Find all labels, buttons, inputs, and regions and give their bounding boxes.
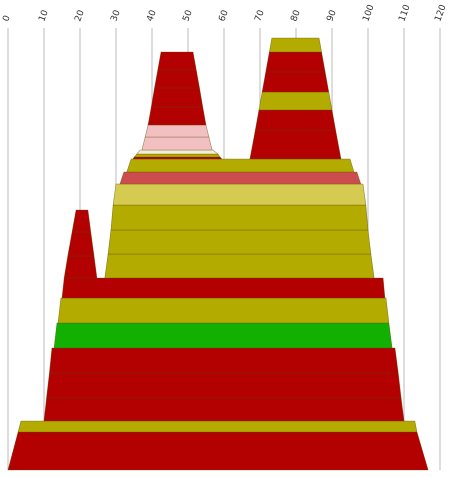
band (53, 322, 393, 349)
x-tick-label: 60 (217, 9, 230, 23)
band (57, 297, 390, 324)
band (43, 397, 405, 422)
x-tick-label: 20 (73, 9, 86, 23)
band (261, 71, 330, 93)
band (7, 431, 429, 471)
band (110, 204, 369, 231)
x-tick-label: 90 (325, 9, 338, 23)
band (107, 229, 372, 255)
band (67, 231, 95, 257)
band (126, 158, 355, 173)
x-tick-label: 80 (289, 9, 302, 23)
band (269, 37, 322, 53)
band (265, 51, 326, 73)
band (112, 183, 367, 206)
x-tick-label: 110 (397, 3, 412, 23)
band (136, 149, 219, 155)
band (71, 209, 92, 233)
band (150, 87, 204, 108)
x-tick-label: 120 (433, 3, 448, 23)
band (119, 171, 362, 185)
x-tick-label: 70 (253, 9, 266, 23)
band (49, 347, 399, 374)
x-tick-label: 100 (361, 3, 376, 23)
band (254, 109, 336, 131)
band (104, 253, 375, 279)
band (17, 420, 418, 433)
band (157, 51, 197, 71)
band (144, 124, 210, 138)
band (141, 136, 213, 151)
band (147, 106, 207, 126)
x-tick-label: 50 (181, 9, 194, 23)
band (154, 69, 200, 89)
x-tick-label: 0 (1, 14, 12, 23)
band (249, 129, 342, 160)
x-tick-label: 40 (145, 9, 158, 23)
x-tick-label: 30 (109, 9, 122, 23)
band (63, 255, 98, 279)
x-tick-label: 10 (37, 9, 50, 23)
band (258, 91, 333, 111)
band (133, 153, 221, 158)
band (61, 277, 386, 299)
band (46, 372, 402, 399)
